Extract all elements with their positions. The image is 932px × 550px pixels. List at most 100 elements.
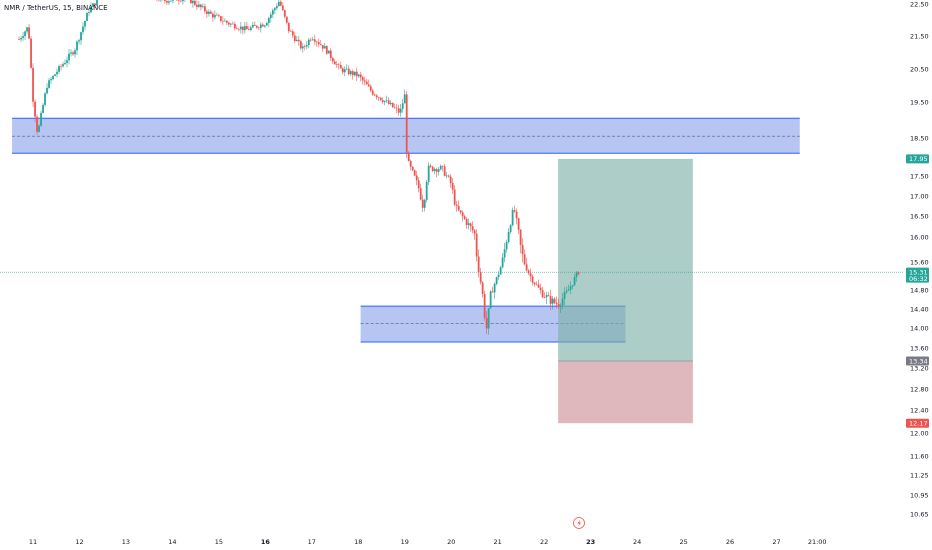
candle [203,3,206,15]
candle-body [341,68,344,73]
candle-body [337,64,340,66]
x-tick-label: 16 [261,538,271,546]
candle [225,20,228,26]
candle [317,38,320,48]
candle [30,36,32,69]
candle [84,20,86,31]
candle [337,62,340,70]
candle-body [38,125,40,132]
candle [513,205,516,214]
candle [391,102,394,108]
candle-body [565,290,568,293]
candle [201,3,204,9]
candle-body [387,100,390,104]
x-tick-label: 20 [447,538,455,546]
stop-zone[interactable] [558,361,693,424]
candle [207,9,210,17]
candle [166,0,168,5]
candle-body [233,23,236,29]
candle [172,0,174,4]
y-tick-label: 19.50 [910,98,929,106]
candle [347,65,350,76]
candle [419,183,422,201]
y-tick-label: 17.00 [910,192,929,200]
candle-body [471,226,474,231]
candle [471,221,474,233]
candle-body [543,297,546,298]
candle-body [409,161,412,167]
y-tick-label: 12.40 [910,406,929,414]
candle-body [401,103,404,109]
candle-body [229,23,232,25]
candle-body [94,3,96,6]
candle [311,36,314,42]
candle [60,63,62,71]
candle [359,71,362,82]
candle [545,291,548,305]
candle [180,0,182,3]
candle-body [277,1,280,7]
candle-body [70,52,72,54]
candle [487,307,490,335]
candle-body [539,287,542,290]
y-tick-label: 17.50 [910,172,929,180]
price-axis[interactable]: 22.50 21.50 20.50 19.50 18.50 17.50 17.00 16.50… [910,0,929,518]
candle-body [315,41,318,43]
candle-body [32,67,34,102]
long-position-tool[interactable] [558,158,693,424]
candle [168,0,170,6]
y-tick-label: 16.00 [910,233,929,241]
candle-body [381,100,384,102]
candle-body [305,45,308,47]
candle-body [44,93,46,105]
candle-body [393,107,396,108]
candle [156,0,158,2]
candle [437,167,440,176]
candle [525,257,528,272]
candle-body [461,212,464,217]
x-tick-label: 25 [679,538,687,546]
candle-body [18,39,20,40]
candle-body [269,14,272,19]
candle-body [92,3,94,7]
candle-body [80,32,82,41]
price-badge: 12.17 [906,418,929,428]
candle [247,26,250,31]
lightning-icon[interactable] [573,517,585,529]
candle-body [293,35,296,42]
candle [361,75,364,85]
target-zone[interactable] [558,158,693,361]
candle [459,210,462,215]
x-tick-label: 18 [354,538,362,546]
candle [213,10,216,20]
candle-body [26,27,28,32]
candle-body [555,302,558,305]
candle-body [463,216,466,219]
y-tick-label: 15.60 [910,258,929,266]
candle-body [569,286,572,290]
candle-body [489,291,492,309]
candle [493,282,496,300]
candle-body [28,27,30,39]
candle [551,295,554,310]
candle [265,21,268,26]
candle-body [473,230,476,234]
candle-body [495,277,498,284]
candle-body [479,272,482,283]
candle [379,97,382,101]
candle-body [475,233,478,257]
time-axis[interactable]: 11 12 13 14 15 16 17 18 19 20 21 22 23 24 25 26 27 21:00 [29,538,827,546]
candle [219,15,222,23]
candle-body [265,23,268,26]
candle-body [571,285,574,287]
candle [569,281,572,295]
candle [559,303,562,313]
candle [351,69,354,80]
candle [24,30,26,40]
candle-body [34,101,36,117]
candle-body [62,64,64,67]
candle-body [271,10,274,15]
candle [74,48,76,58]
candle [307,38,310,49]
